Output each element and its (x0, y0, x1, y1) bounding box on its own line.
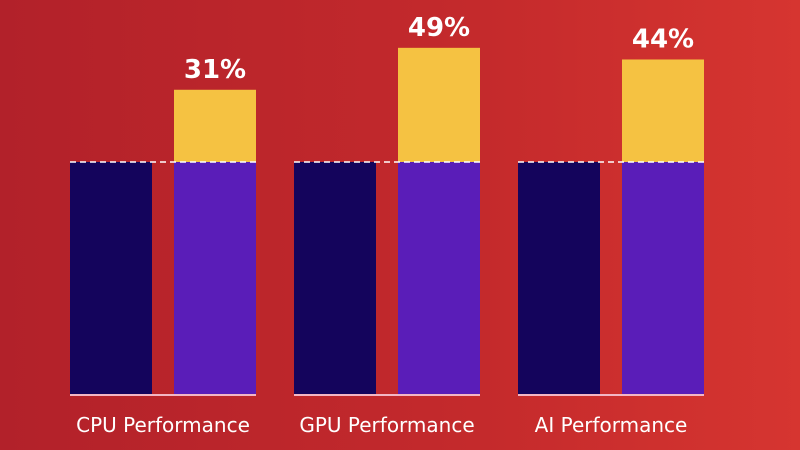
bar-previous (294, 162, 376, 395)
category-label: AI Performance (535, 413, 688, 437)
bar-increase (174, 89, 256, 162)
category-label: GPU Performance (299, 413, 474, 437)
bar-current (622, 162, 704, 395)
bar-increase (398, 47, 480, 162)
data-label: 49% (408, 13, 470, 43)
bar-previous (518, 162, 600, 395)
data-label: 31% (184, 55, 246, 85)
data-label: 44% (632, 24, 694, 54)
bar-previous (70, 162, 152, 395)
bar-current (174, 162, 256, 395)
category-label: CPU Performance (76, 413, 250, 437)
bar-current (398, 162, 480, 395)
bar-increase (622, 59, 704, 163)
